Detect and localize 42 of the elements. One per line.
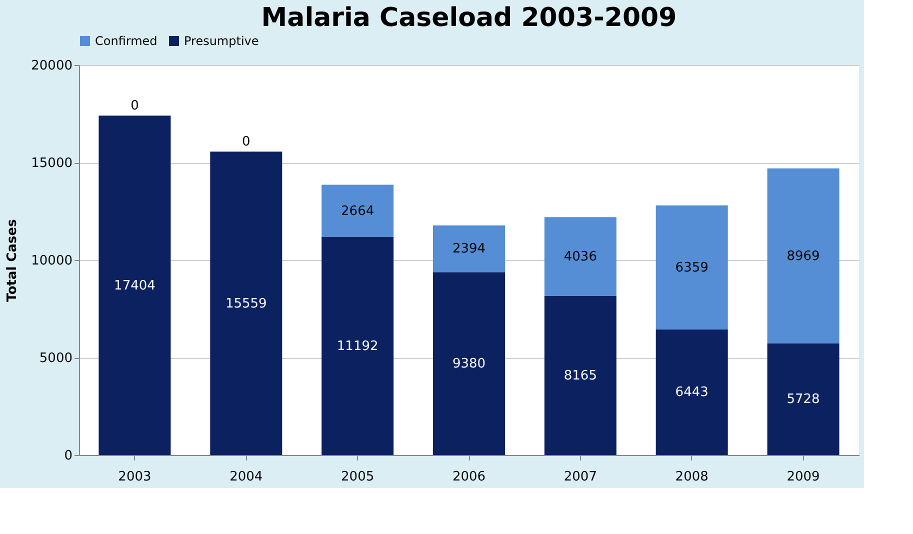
bar (656, 205, 728, 330)
bar (656, 329, 728, 455)
data-label: 6359 (675, 260, 708, 276)
data-label: 2664 (341, 204, 374, 219)
bar (322, 184, 394, 237)
y-tick-label: 0 (64, 448, 72, 464)
data-label: 6443 (675, 385, 708, 400)
data-label: 5728 (786, 392, 820, 408)
legend-label: Presumptive (184, 34, 259, 48)
y-tick-label: 20000 (31, 58, 72, 74)
data-label: 9380 (452, 356, 486, 372)
bar (433, 272, 505, 455)
y-axis-title: Total Cases (5, 218, 20, 302)
bar (98, 116, 171, 455)
bar (767, 343, 840, 455)
y-tick-label: 15000 (31, 156, 72, 171)
data-label: 17404 (114, 278, 156, 294)
x-tick-label: 2005 (341, 470, 374, 484)
bar (544, 217, 616, 296)
data-label: 0 (130, 98, 139, 114)
data-label: 4036 (564, 249, 597, 264)
data-label: 2394 (452, 242, 486, 257)
legend-label: Confirmed (95, 34, 158, 48)
x-tick-label: 2008 (675, 470, 708, 484)
data-label: 8969 (786, 248, 820, 264)
x-tick-label: 2003 (118, 470, 152, 484)
bar (210, 152, 282, 455)
y-tick-label: 10000 (31, 254, 72, 268)
data-label: 15559 (225, 296, 267, 312)
bar (544, 296, 616, 455)
chart-title: Malaria Caseload 2003-2009 (261, 3, 677, 33)
data-label: 0 (242, 134, 250, 150)
x-tick-label: 2004 (230, 470, 263, 484)
data-label: 8165 (564, 368, 597, 384)
data-label: 11192 (336, 338, 378, 354)
x-tick-label: 2007 (564, 470, 597, 484)
x-tick-label: 2009 (786, 470, 820, 484)
bar (433, 225, 505, 272)
bar (767, 168, 840, 344)
bar (322, 236, 394, 455)
y-tick-label: 5000 (39, 351, 72, 366)
x-tick-label: 2006 (452, 470, 486, 484)
